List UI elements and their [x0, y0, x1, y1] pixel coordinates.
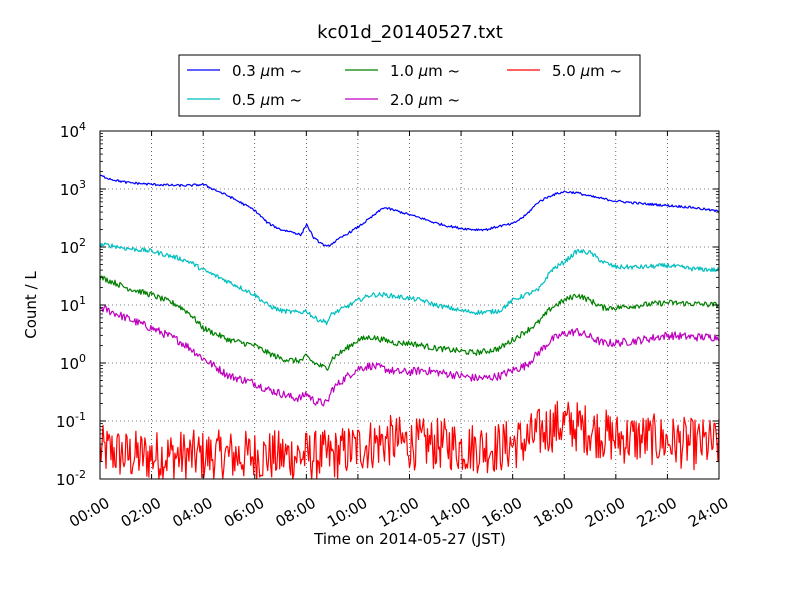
- x-tick-label: 24:00: [685, 494, 731, 531]
- legend-label: 1.0 μm ~: [390, 62, 460, 80]
- x-tick-label: 22:00: [634, 494, 680, 531]
- legend-item: 5.0 μm ~: [507, 62, 622, 80]
- x-tick-label: 02:00: [118, 494, 164, 531]
- series-line: [99, 305, 720, 407]
- legend-item: 0.5 μm ~: [187, 91, 302, 109]
- x-tick-label: 12:00: [376, 494, 422, 531]
- y-tick-label: 104: [60, 120, 86, 141]
- legend-label: 5.0 μm ~: [552, 62, 622, 80]
- x-axis-label: Time on 2014-05-27 (JST): [313, 530, 506, 548]
- legend-label: 0.5 μm ~: [232, 91, 302, 109]
- y-tick-label: 100: [60, 352, 86, 373]
- series-line: [99, 242, 720, 326]
- x-tick-labels: 00:00 02:00 04:00 06:00 08:00 10:00 12:00 14:00…: [66, 494, 731, 531]
- legend-item: 1.0 μm ~: [345, 62, 460, 80]
- x-tick-label: 18:00: [530, 494, 576, 531]
- x-tick-label: 06:00: [221, 494, 267, 531]
- legend-label: 2.0 μm ~: [390, 91, 460, 109]
- legend-label: 0.3 μm ~: [232, 62, 302, 80]
- chart-title: kc01d_20140527.txt: [317, 22, 503, 43]
- series-line: [99, 275, 720, 371]
- y-tick-label: 102: [60, 236, 86, 257]
- y-tick-label: 101: [60, 294, 86, 315]
- x-tick-label: 14:00: [427, 494, 473, 531]
- series-line: [99, 400, 720, 480]
- y-axis-label: Count / L: [22, 271, 40, 339]
- x-tick-label: 00:00: [66, 494, 112, 531]
- y-tick-label: 103: [60, 178, 86, 199]
- y-tick-labels: 10-2 10-1 100 101 102 103 104: [56, 120, 86, 489]
- y-tick-label: 10-2: [56, 468, 86, 489]
- legend-item: 0.3 μm ~: [187, 62, 302, 80]
- ticks: [99, 130, 720, 480]
- legend: 0.3 μm ~ 1.0 μm ~ 5.0 μm ~ 0.5 μm ~ 2.0 μm ~: [178, 54, 641, 117]
- x-tick-label: 16:00: [479, 494, 525, 531]
- legend-item: 2.0 μm ~: [345, 91, 460, 109]
- x-tick-label: 04:00: [169, 494, 215, 531]
- x-tick-label: 20:00: [582, 494, 628, 531]
- grid: [100, 131, 719, 479]
- series-line: [99, 174, 720, 247]
- x-tick-label: 10:00: [324, 494, 370, 531]
- x-tick-label: 08:00: [272, 494, 318, 531]
- y-tick-label: 10-1: [56, 410, 86, 431]
- series-layer: [99, 174, 720, 480]
- legend-box: [178, 54, 641, 117]
